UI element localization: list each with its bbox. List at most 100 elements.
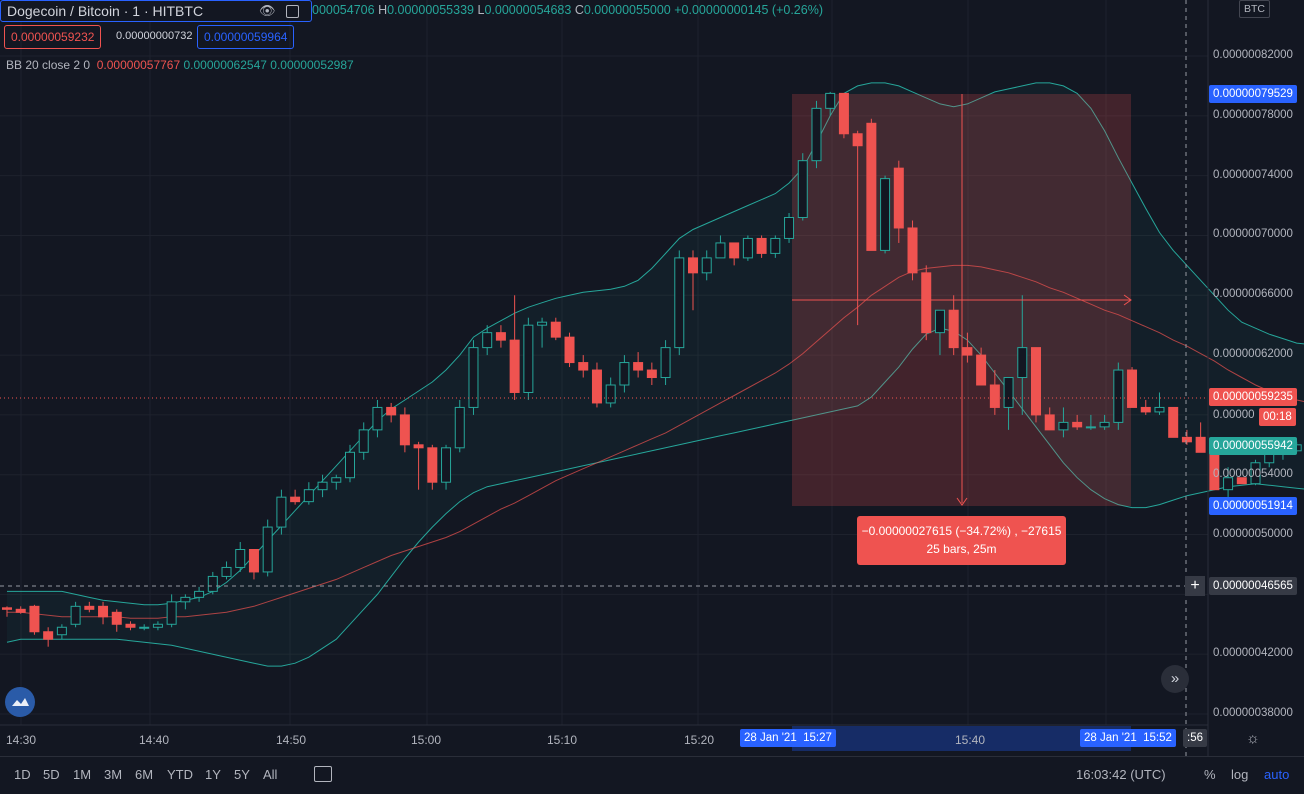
candle-1 xyxy=(15,606,26,614)
buy-button[interactable]: 0.00000059964 xyxy=(197,25,295,49)
candle-81 xyxy=(1113,362,1124,430)
candle-46 xyxy=(633,352,644,378)
timeframe-1y[interactable]: 1Y xyxy=(205,767,221,782)
candle-44 xyxy=(605,377,616,408)
candle-40 xyxy=(550,317,561,341)
candle-22 xyxy=(303,482,314,505)
candle-49 xyxy=(674,250,685,356)
measure-arrow-right xyxy=(1123,294,1132,306)
time-start-tag: 28 Jan '21 15:27 xyxy=(740,729,836,747)
price-label: 0.00000074000 xyxy=(1213,168,1293,181)
chart-grid xyxy=(0,0,1208,725)
bottom-toolbar: 1D 5D 1M 3M 6M YTD 1Y 5Y All 16:03:42 (UTC) % lo… xyxy=(0,756,1304,794)
candle-39 xyxy=(537,317,548,348)
timeframe-3m[interactable]: 3M xyxy=(104,767,123,782)
candle-3 xyxy=(43,627,54,647)
timeframe-1d[interactable]: 1D xyxy=(14,767,31,782)
candle-58 xyxy=(797,153,808,221)
logo-icon[interactable] xyxy=(5,687,35,717)
time-label: 14:40 xyxy=(139,733,170,747)
eye-icon[interactable]: 👁 xyxy=(259,3,276,18)
spread-value: 0.00000000732 xyxy=(116,30,193,42)
candle-10 xyxy=(139,624,150,631)
timeframe-5y[interactable]: 5Y xyxy=(234,767,250,782)
bb-upper-line xyxy=(7,82,1304,606)
candle-23 xyxy=(317,474,328,498)
high-price-tag: 0.00000079529 xyxy=(1209,85,1297,103)
candle-63 xyxy=(866,118,877,251)
candle-27 xyxy=(372,399,383,438)
candle-45 xyxy=(619,355,630,393)
candle-75 xyxy=(1031,347,1041,423)
auto-toggle[interactable]: auto xyxy=(1264,767,1290,782)
candle-35 xyxy=(482,325,493,356)
measure-arrow-down xyxy=(956,497,968,506)
candle-7 xyxy=(98,601,109,625)
percent-toggle[interactable]: % xyxy=(1204,767,1216,782)
measure-info-box: −0.00000027615 (−34.72%) , −27615 25 bar… xyxy=(857,516,1066,565)
candle-56 xyxy=(770,235,781,258)
candle-74 xyxy=(1017,295,1028,415)
bb-legend[interactable]: BB 20 close 2 0 0.00000057767 0.00000062… xyxy=(6,58,354,72)
candle-2 xyxy=(29,604,40,635)
candle-34 xyxy=(468,340,479,415)
candle-28 xyxy=(386,402,397,423)
candle-38 xyxy=(523,317,534,400)
candle-36 xyxy=(495,325,506,348)
candle-86 xyxy=(1181,429,1192,445)
symbol-legend[interactable]: Dogecoin / Bitcoin · 1 · HITBTC 👁 xyxy=(0,0,312,22)
candle-4 xyxy=(56,624,67,640)
candle-18 xyxy=(248,549,259,580)
candle-83 xyxy=(1140,399,1151,415)
candle-16 xyxy=(221,561,232,580)
candle-52 xyxy=(715,235,726,259)
timeframe-1m[interactable]: 1M xyxy=(73,767,92,782)
candle-30 xyxy=(413,441,424,490)
candle-72 xyxy=(989,370,1000,415)
candle-87 xyxy=(1195,422,1206,453)
candle-91 xyxy=(1250,459,1261,486)
candle-9 xyxy=(125,621,136,631)
candle-29 xyxy=(399,407,410,453)
candle-43 xyxy=(591,362,602,408)
time-axis-settings-icon[interactable]: ☼ xyxy=(1246,730,1260,747)
add-alert-plus-icon[interactable]: + xyxy=(1185,576,1205,596)
partial-price-label: 0.00000 xyxy=(1213,409,1255,421)
time-label: 15:10 xyxy=(547,733,578,747)
candle-64 xyxy=(880,175,891,254)
last-price-tag: 0.00000059235 xyxy=(1209,388,1297,406)
timeframe-5d[interactable]: 5D xyxy=(43,767,60,782)
timeframe-6m[interactable]: 6M xyxy=(135,767,154,782)
timeframe-all[interactable]: All xyxy=(263,767,278,782)
current-price-tag: 0.00000055942 xyxy=(1209,437,1297,455)
utc-clock[interactable]: 16:03:42 (UTC) xyxy=(1076,767,1166,782)
candle-65 xyxy=(893,160,904,243)
candle-31 xyxy=(427,444,438,490)
date-range-icon[interactable] xyxy=(314,766,332,782)
currency-badge: BTC xyxy=(1239,0,1270,18)
timeframe-ytd[interactable]: YTD xyxy=(167,767,193,782)
candle-6 xyxy=(84,601,95,613)
candle-85 xyxy=(1168,406,1179,438)
candle-59 xyxy=(811,100,822,169)
candle-80 xyxy=(1099,414,1110,430)
time-cursor-tag: :56 xyxy=(1183,729,1207,747)
price-label: 0.00000066000 xyxy=(1213,288,1293,301)
candle-32 xyxy=(441,444,452,490)
cursor-price-tag: 0.00000046565 xyxy=(1209,577,1297,595)
settings-box-icon[interactable] xyxy=(286,5,299,18)
candle-25 xyxy=(345,444,355,483)
log-toggle[interactable]: log xyxy=(1231,767,1249,782)
candle-79 xyxy=(1085,414,1096,430)
candle-33 xyxy=(454,399,465,453)
price-label: 0.00000054000 xyxy=(1213,467,1293,480)
candle-50 xyxy=(688,250,698,311)
candle-70 xyxy=(962,332,973,363)
candle-66 xyxy=(907,220,918,281)
candle-51 xyxy=(701,250,712,281)
sell-button[interactable]: 0.00000059232 xyxy=(4,25,102,49)
price-label: 0.00000062000 xyxy=(1213,348,1293,361)
candle-26 xyxy=(358,422,369,460)
scroll-to-realtime-button[interactable]: » xyxy=(1161,665,1189,693)
